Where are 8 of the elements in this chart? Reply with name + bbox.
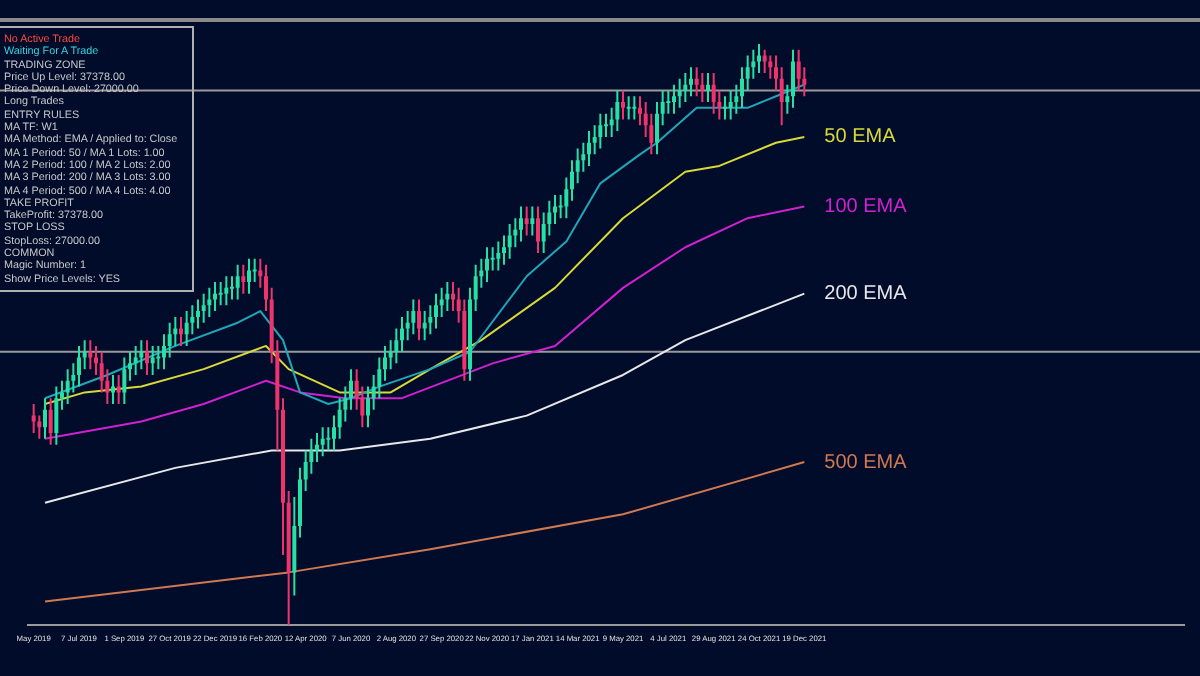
series-label: 200 EMA: [824, 283, 908, 306]
candlestick: [626, 96, 631, 120]
candlestick: [723, 96, 727, 120]
series-label: 100 EMA: [824, 196, 908, 219]
series-label: 500 EMA: [824, 451, 908, 474]
series-label: 50 EMA: [824, 126, 897, 149]
candlestick: [632, 96, 637, 120]
candlestick: [218, 282, 223, 306]
